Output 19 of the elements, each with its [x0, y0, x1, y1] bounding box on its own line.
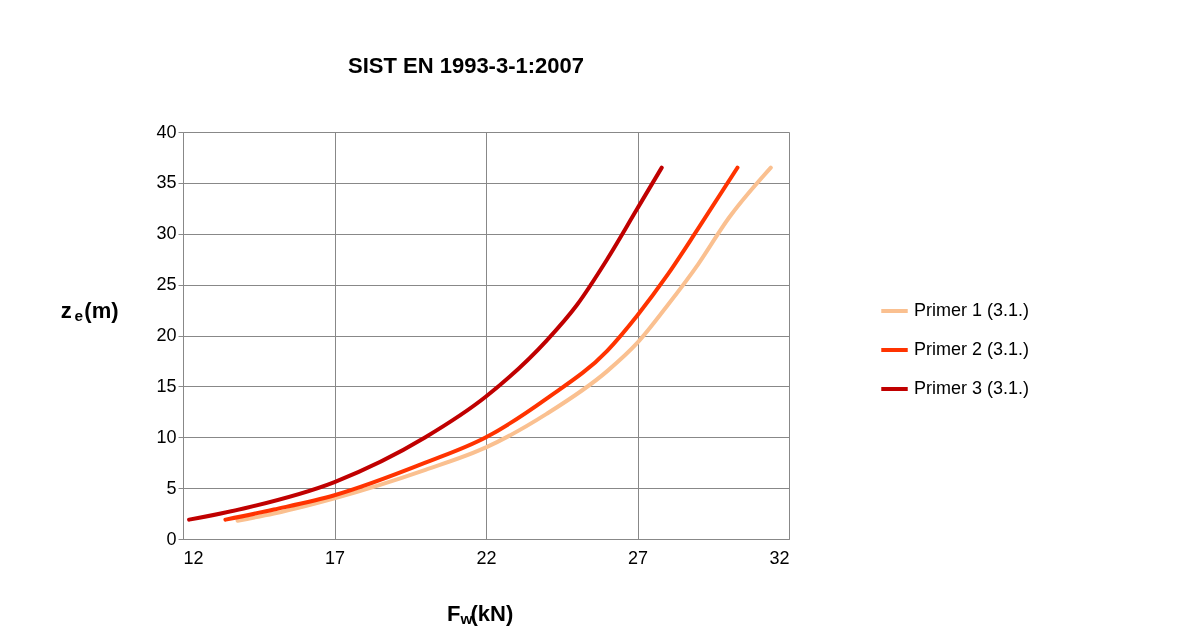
x-tick-label: 32 — [769, 547, 790, 568]
x-tick-label: 27 — [627, 547, 649, 568]
chart-title: SIST EN 1993-3-1:2007 — [347, 53, 585, 78]
y-tick-label: 30 — [156, 223, 177, 244]
legend-label: Primer 2 (3.1.) — [914, 339, 1030, 359]
y-tick-label: 0 — [166, 528, 177, 549]
y-tick-label: 35 — [156, 172, 177, 193]
x-tick-label: 17 — [324, 547, 346, 568]
y-tick-label: 20 — [156, 325, 177, 345]
line-series — [187, 165, 664, 522]
y-tick-label: 15 — [156, 375, 177, 396]
y-tick-label: 40 — [156, 121, 177, 142]
legend-label: Primer 3 (3.1.) — [914, 378, 1030, 398]
y-tick-label: 25 — [156, 274, 177, 295]
y-tick-label: 10 — [156, 426, 177, 447]
legend-label: Primer 1 (3.1.) — [914, 300, 1030, 320]
x-tick-label: 12 — [183, 547, 204, 568]
x-tick-label: 22 — [476, 547, 497, 568]
y-tick-label: 5 — [166, 477, 177, 498]
